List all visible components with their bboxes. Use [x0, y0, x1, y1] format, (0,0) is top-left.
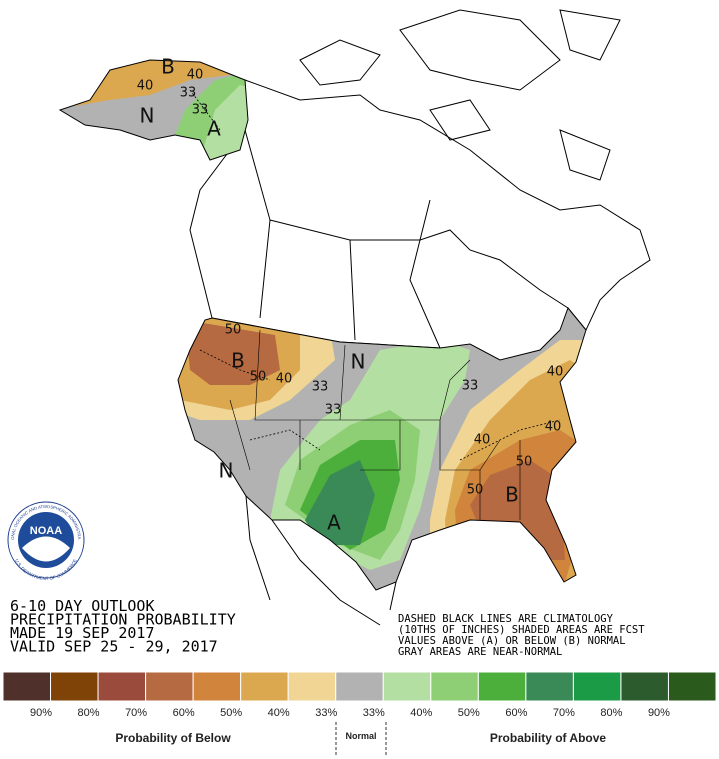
outlook-notes: DASHED BLACK LINES ARE CLIMATOLOGY(10THS…: [398, 613, 645, 658]
map-label: 40: [187, 68, 204, 83]
legend-swatch: [382, 671, 432, 702]
map-label: B: [161, 55, 175, 79]
legend-label: 80%: [78, 707, 100, 719]
map-label: 50: [250, 370, 267, 385]
map-label: 40: [276, 372, 293, 387]
canada-outline: [189, 79, 651, 349]
legend-swatch: [430, 671, 479, 702]
legend-label: 70%: [125, 707, 147, 719]
legend-swatch: [50, 671, 99, 702]
alaska-shading: [60, 60, 248, 160]
map-label: B: [231, 349, 245, 373]
legend-label: 50%: [458, 707, 480, 719]
map-label: A: [207, 117, 221, 141]
title-line: PRECIPITATION PROBABILITY: [10, 611, 236, 629]
map-label: 40: [547, 365, 564, 380]
legend-below-label: Probability of Below: [115, 731, 231, 745]
map-label: B: [505, 483, 519, 507]
logo-ring-top-path: NATIONAL OCEANIC AND ATMOSPHERIC ADMINIS…: [0, 0, 82, 540]
legend-label: 33%: [363, 707, 385, 719]
legend-swatch: [477, 671, 527, 702]
map-label: 50: [516, 455, 533, 470]
alaska-outline: [58, 59, 249, 161]
note-line: VALUES ABOVE (A) OR BELOW (B) NORMAL: [398, 635, 626, 647]
map-label: 33: [462, 379, 479, 394]
title-line: MADE 19 SEP 2017: [10, 624, 155, 642]
us-outline: [177, 307, 587, 591]
legend-label: 60%: [505, 707, 527, 719]
map-label: 33: [325, 403, 342, 418]
map-label: N: [351, 350, 366, 374]
legend-label: 40%: [268, 707, 290, 719]
note-line: DASHED BLACK LINES ARE CLIMATOLOGY: [398, 613, 614, 625]
legend: 90% 80% 70% 60% 50% 40% 33% 33% 40% 50% 60% 70% 80% 9…: [2, 671, 717, 719]
legend-label: 33%: [315, 707, 337, 719]
legend-label: 90%: [648, 707, 670, 719]
legend-swatch: [192, 671, 242, 702]
legend-swatch: [620, 671, 669, 702]
arctic-islands: [299, 9, 621, 181]
legend-label: 90%: [30, 707, 52, 719]
map-label: 40: [474, 433, 491, 448]
map-label: N: [219, 459, 234, 483]
lines-internal: [244, 129, 431, 341]
legend-swatch: [97, 671, 147, 702]
legend-above-label: Probability of Above: [490, 731, 607, 745]
title-line: 6-10 DAY OUTLOOK: [10, 597, 155, 615]
legend-swatch: [287, 671, 337, 702]
legend-swatch: [525, 671, 574, 702]
map-label: N: [140, 104, 155, 128]
title-line: VALID SEP 25 - 29, 2017: [10, 638, 218, 656]
legend-swatch: [145, 671, 194, 702]
map-label: A: [327, 511, 341, 535]
climatology-lines: [189, 89, 561, 461]
map-label: 33: [312, 380, 329, 395]
legend-normal-label: Normal: [345, 731, 376, 741]
note-line: GRAY AREAS ARE NEAR-NORMAL: [398, 646, 562, 658]
legend-swatch: [572, 671, 622, 702]
map-label: 40: [137, 79, 154, 94]
mexico-outline: [245, 495, 397, 626]
legend-swatch: [240, 671, 289, 702]
legend-swatch: [667, 671, 717, 702]
map-label: 33: [192, 103, 209, 118]
note-line: (10THS OF INCHES) SHADED AREAS ARE FCST: [398, 624, 645, 636]
legend-label: 80%: [600, 707, 622, 719]
logo-name: NOAA: [30, 525, 62, 537]
legend-label: 40%: [410, 707, 432, 719]
map-label: 33: [180, 86, 197, 101]
logo-ring-top: NATIONAL OCEANIC AND ATMOSPHERIC ADMINIS…: [0, 0, 82, 540]
state-lines: [229, 329, 521, 520]
map-label: 50: [225, 323, 242, 338]
legend-swatch: [2, 671, 52, 702]
legend-label: 60%: [173, 707, 195, 719]
legend-label: 50%: [220, 707, 242, 719]
noaa-logo: NOAA NATIONAL OCEANIC AND ATMOSPHERIC AD…: [0, 0, 85, 581]
legend-label: 70%: [553, 707, 575, 719]
legend-swatch: [335, 671, 384, 702]
map-label: 40: [545, 420, 562, 435]
map-label: 50: [467, 483, 484, 498]
